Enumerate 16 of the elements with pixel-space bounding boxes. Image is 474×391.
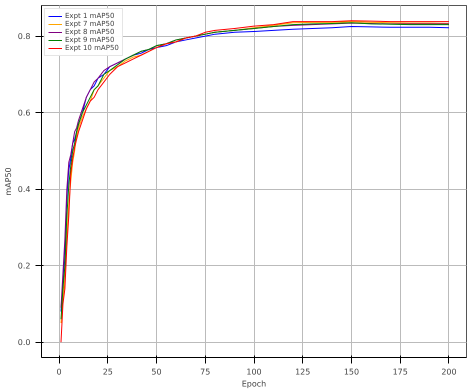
y-tick-label: 0.0 <box>18 338 31 348</box>
x-tick-label: 75 <box>200 368 210 376</box>
y-tick-label: 0.2 <box>18 262 31 271</box>
x-tick-label: 175 <box>392 368 408 376</box>
x-tick-label: 150 <box>344 368 360 376</box>
x-tick-label: 25 <box>102 368 113 376</box>
x-tick-label: 125 <box>295 368 310 376</box>
y-tick-label: 0.8 <box>18 32 31 42</box>
y-axis-title: mAP50 <box>4 167 13 196</box>
x-tick-label: 50 <box>151 368 162 376</box>
x-tick-label: 0 <box>56 368 62 376</box>
x-tick-label: 100 <box>246 368 262 376</box>
y-tick-label: 0.6 <box>18 108 31 118</box>
y-tick-label: 0.4 <box>18 185 31 194</box>
x-tick-label: 200 <box>441 368 457 376</box>
x-axis-title: Epoch <box>242 380 266 388</box>
